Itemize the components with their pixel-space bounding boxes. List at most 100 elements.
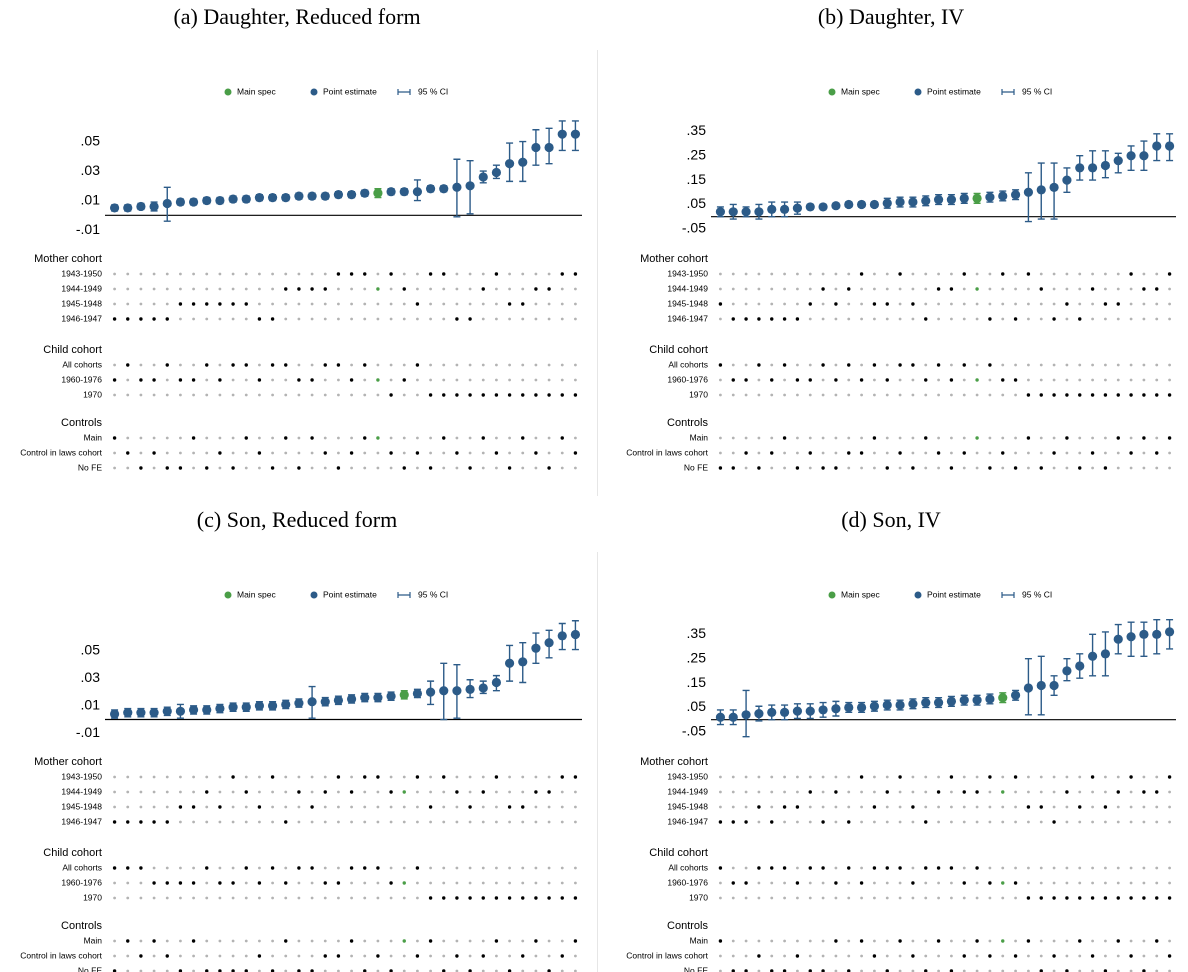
indicator-dot [744, 866, 748, 870]
indicator-dot [770, 805, 774, 809]
indicator-dot [1027, 287, 1030, 291]
indicator-dot [165, 805, 169, 809]
indicator-dot [860, 896, 863, 900]
indicator-dot [323, 378, 327, 382]
indicator-dot [885, 881, 889, 885]
indicator-dot [218, 969, 222, 972]
indicator-dot [744, 363, 748, 367]
indicator-dot [834, 287, 838, 291]
indicator-dot [808, 939, 812, 943]
indicator-dot [218, 451, 222, 455]
indicator-dot [205, 363, 209, 367]
indicator-dot [1078, 969, 1082, 972]
indicator-dot [1104, 775, 1107, 779]
point-estimate [998, 191, 1008, 201]
indicator-dot [834, 393, 838, 397]
indicator-dot [937, 820, 940, 824]
indicator-dot [1116, 775, 1120, 779]
indicator-dot [1052, 378, 1056, 382]
indicator-dot [808, 775, 812, 779]
y-tick-label: -.01 [76, 724, 100, 740]
indicator-dot [218, 881, 222, 885]
indicator-dot [178, 466, 183, 470]
indicator-dot [376, 954, 380, 958]
indicator-dot [988, 820, 992, 824]
indicator-dot [1167, 393, 1172, 397]
indicator-dot [337, 378, 340, 382]
indicator-dot [808, 287, 812, 291]
indicator-dot [975, 896, 979, 900]
indicator-dot [179, 820, 182, 824]
indicator-dot [988, 896, 992, 900]
y-tick-label: .05 [81, 132, 101, 148]
indicator-dot [1078, 939, 1082, 943]
indicator-dot [834, 896, 838, 900]
indicator-dot [271, 272, 274, 276]
indicator-dot [481, 896, 485, 900]
point-estimate [1023, 187, 1034, 197]
indicator-dot [547, 790, 551, 794]
indicator-dot [468, 378, 472, 382]
point-estimate [149, 201, 159, 212]
indicator-dot [937, 466, 940, 470]
indicator-dot [310, 939, 314, 943]
indicator-dot [139, 805, 143, 809]
indicator-dot [962, 436, 966, 440]
row-label: 1970 [83, 389, 102, 399]
indicator-dot [1065, 881, 1069, 885]
panel-title: (d) Son, IV [841, 507, 941, 532]
point-estimate [136, 708, 146, 718]
point-estimate [831, 201, 841, 211]
point-estimate [373, 188, 383, 198]
indicator-dot [389, 287, 393, 291]
indicator-dot [258, 302, 261, 306]
indicator-dot [1104, 451, 1107, 455]
indicator-dot [757, 954, 761, 958]
indicator-dot [112, 969, 117, 972]
indicator-dot [1001, 805, 1005, 809]
indicator-dot [1129, 287, 1133, 291]
row-label: 1945-1948 [667, 801, 708, 811]
indicator-dot [402, 466, 406, 470]
indicator-dot [1116, 436, 1120, 440]
indicator-dot [271, 881, 274, 885]
indicator-dot [442, 790, 446, 794]
indicator-dot [521, 866, 525, 870]
indicator-dot [872, 805, 877, 809]
indicator-dot [560, 775, 564, 779]
indicator-dot [244, 451, 248, 455]
indicator-dot [847, 939, 851, 943]
indicator-dot [152, 881, 156, 885]
indicator-dot [350, 466, 353, 470]
indicator-dot [376, 378, 380, 382]
row-label: 1960-1976 [61, 877, 102, 887]
indicator-dot [1026, 939, 1031, 943]
indicator-dot [139, 775, 143, 779]
indicator-dot [808, 969, 812, 972]
indicator-dot [782, 363, 787, 367]
point-estimate [202, 705, 212, 715]
indicator-dot [389, 820, 393, 824]
indicator-dot [847, 378, 851, 382]
indicator-dot [363, 378, 367, 382]
group-heading: Controls [667, 920, 708, 932]
indicator-dot [507, 393, 512, 397]
indicator-dot [297, 896, 301, 900]
indicator-dot [495, 302, 498, 306]
indicator-dot [770, 363, 774, 367]
indicator-dot [834, 302, 838, 306]
indicator-dot [988, 805, 992, 809]
indicator-dot [731, 790, 735, 794]
group-heading: Child cohort [649, 847, 708, 859]
indicator-dot [821, 896, 825, 900]
indicator-dot [782, 805, 787, 809]
indicator-dot [139, 466, 143, 470]
indicator-dot [218, 820, 222, 824]
indicator-dot [783, 393, 786, 397]
indicator-dot [191, 881, 196, 885]
point-estimate [1049, 182, 1059, 193]
indicator-dot [284, 939, 288, 943]
indicator-dot [1116, 896, 1120, 900]
indicator-dot [389, 363, 393, 367]
indicator-dot [231, 969, 235, 972]
